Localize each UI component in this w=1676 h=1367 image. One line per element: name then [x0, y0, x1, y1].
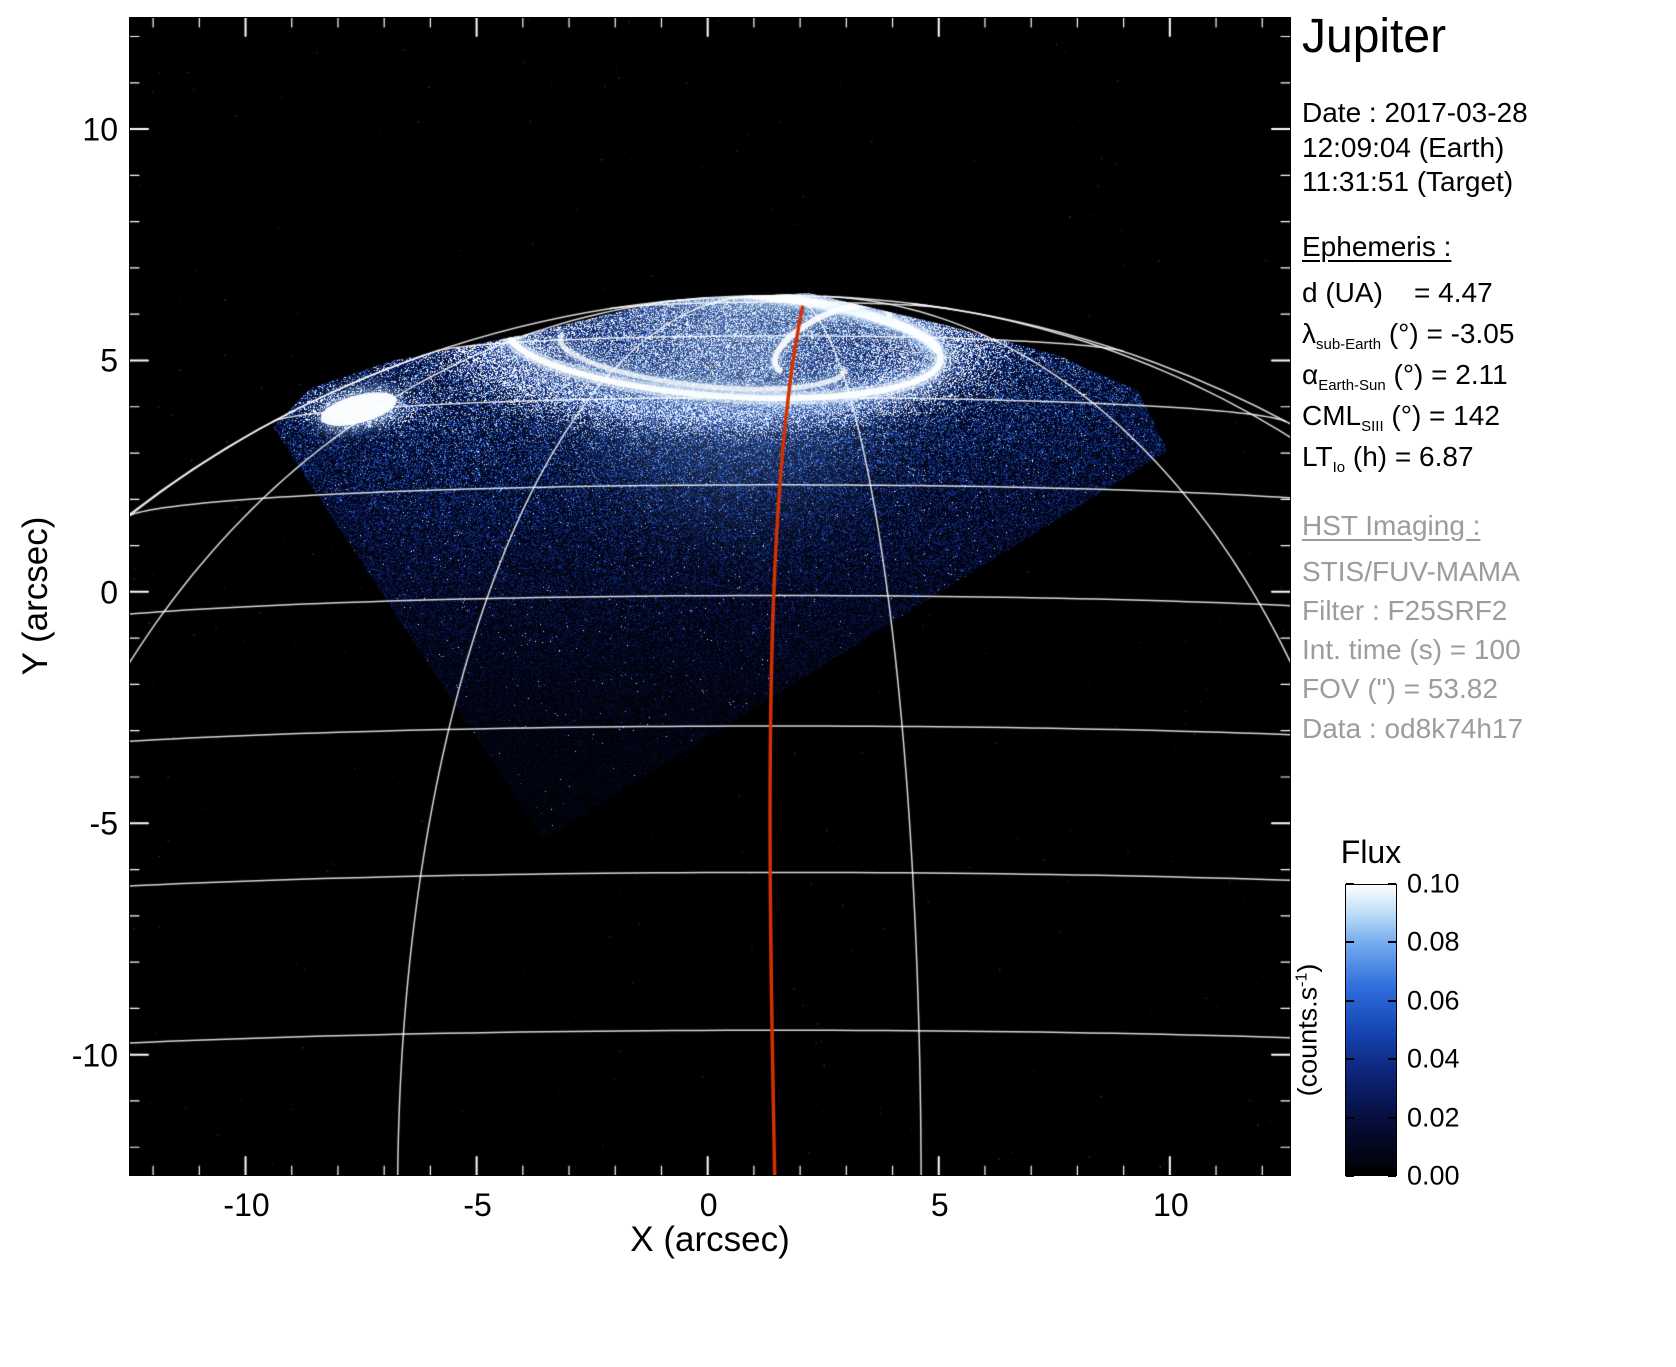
y-tick-label: 0 — [100, 574, 118, 611]
ephemeris-symbol: d (UA) — [1302, 277, 1383, 308]
ephemeris-row: LTIo (h) = 6.87 — [1302, 437, 1674, 478]
ephemeris-symbol: LT — [1302, 441, 1333, 472]
y-tick-label: -5 — [90, 806, 118, 843]
colorbar-tick — [1388, 941, 1396, 943]
ephemeris-value: (°) = -3.05 — [1381, 318, 1514, 349]
colorbar-unit-post: ) — [1293, 964, 1323, 973]
x-tick-label: 5 — [931, 1187, 949, 1224]
ephemeris-subscript: Io — [1333, 459, 1346, 476]
figure-root: X (arcsec) Y (arcsec) Jupiter Date : 201… — [0, 0, 1676, 1367]
hst-imaging-line: Int. time (s) = 100 — [1302, 630, 1674, 669]
date-line: Date : 2017-03-28 — [1302, 96, 1674, 130]
colorbar-tick — [1346, 1175, 1354, 1177]
colorbar-unit-label: (counts.s-1) — [1293, 964, 1324, 1097]
ephemeris-symbol: CML — [1302, 400, 1361, 431]
ephemeris-value: (°) = 2.11 — [1386, 359, 1508, 390]
info-panel: Jupiter Date : 2017-03-28 12:09:04 (Eart… — [1302, 12, 1674, 748]
ephemeris-row: CMLSIII (°) = 142 — [1302, 396, 1674, 437]
hst-heading: HST Imaging : — [1302, 510, 1674, 542]
colorbar-tick — [1346, 883, 1354, 885]
ephemeris-subscript: SIII — [1361, 418, 1384, 435]
colorbar-tick-label: 0.10 — [1407, 869, 1460, 900]
hst-imaging-line: Filter : F25SRF2 — [1302, 591, 1674, 630]
ephemeris-row: d (UA) = 4.47 — [1302, 273, 1674, 314]
y-tick-label: 10 — [82, 112, 118, 149]
hst-imaging-line: FOV (") = 53.82 — [1302, 669, 1674, 708]
jupiter-fuv-image-canvas — [129, 17, 1291, 1176]
hst-imaging-line: STIS/FUV-MAMA — [1302, 552, 1674, 591]
colorbar-tick — [1346, 1058, 1354, 1060]
ephemeris-symbol: λ — [1302, 318, 1316, 349]
colorbar-tick-label: 0.02 — [1407, 1102, 1460, 1133]
observation-datetime: Date : 2017-03-28 12:09:04 (Earth) 11:31… — [1302, 96, 1674, 198]
hst-imaging-lines: STIS/FUV-MAMA Filter : F25SRF2 Int. time (… — [1302, 552, 1674, 748]
x-tick-label: -10 — [223, 1187, 269, 1224]
colorbar-tick — [1388, 1117, 1396, 1119]
colorbar-tick-label: 0.00 — [1407, 1161, 1460, 1192]
colorbar-tick — [1346, 1000, 1354, 1002]
colorbar-tick-label: 0.06 — [1407, 985, 1460, 1016]
colorbar-tick — [1346, 941, 1354, 943]
ephemeris-value: (°) = 142 — [1384, 400, 1500, 431]
colorbar-tick — [1388, 883, 1396, 885]
x-axis-title: X (arcsec) — [630, 1220, 789, 1260]
ephemeris-subscript: Earth-Sun — [1318, 377, 1386, 394]
flux-colorbar — [1345, 884, 1397, 1176]
colorbar-title: Flux — [1341, 834, 1401, 871]
ephemeris-value: (h) = 6.87 — [1345, 441, 1473, 472]
earth-time-line: 12:09:04 (Earth) — [1302, 131, 1674, 165]
colorbar-unit-pre: (counts.s — [1293, 987, 1323, 1097]
ephemeris-heading: Ephemeris : — [1302, 231, 1674, 263]
ephemeris-rows: d (UA) = 4.47 λsub-Earth (°) = -3.05 αEart… — [1302, 273, 1674, 478]
colorbar-tick — [1388, 1000, 1396, 1002]
colorbar-tick — [1346, 1117, 1354, 1119]
ephemeris-row: αEarth-Sun (°) = 2.11 — [1302, 355, 1674, 396]
ephemeris-subscript: sub-Earth — [1316, 336, 1381, 353]
x-tick-label: 0 — [700, 1187, 718, 1224]
y-tick-label: 5 — [100, 343, 118, 380]
hst-imaging-line: Data : od8k74h17 — [1302, 709, 1674, 748]
x-tick-label: -5 — [463, 1187, 491, 1224]
target-time-line: 11:31:51 (Target) — [1302, 165, 1674, 199]
colorbar-unit-sup: -1 — [1294, 973, 1311, 987]
ephemeris-value: = 4.47 — [1383, 277, 1493, 308]
page-title: Jupiter — [1302, 12, 1674, 62]
colorbar-tick-label: 0.08 — [1407, 927, 1460, 958]
colorbar-tick — [1388, 1175, 1396, 1177]
ephemeris-symbol: α — [1302, 359, 1318, 390]
colorbar-tick — [1388, 1058, 1396, 1060]
ephemeris-row: λsub-Earth (°) = -3.05 — [1302, 314, 1674, 355]
y-tick-label: -10 — [72, 1037, 118, 1074]
y-axis-title: Y (arcsec) — [16, 517, 56, 676]
colorbar-tick-label: 0.04 — [1407, 1044, 1460, 1075]
x-tick-label: 10 — [1153, 1187, 1189, 1224]
